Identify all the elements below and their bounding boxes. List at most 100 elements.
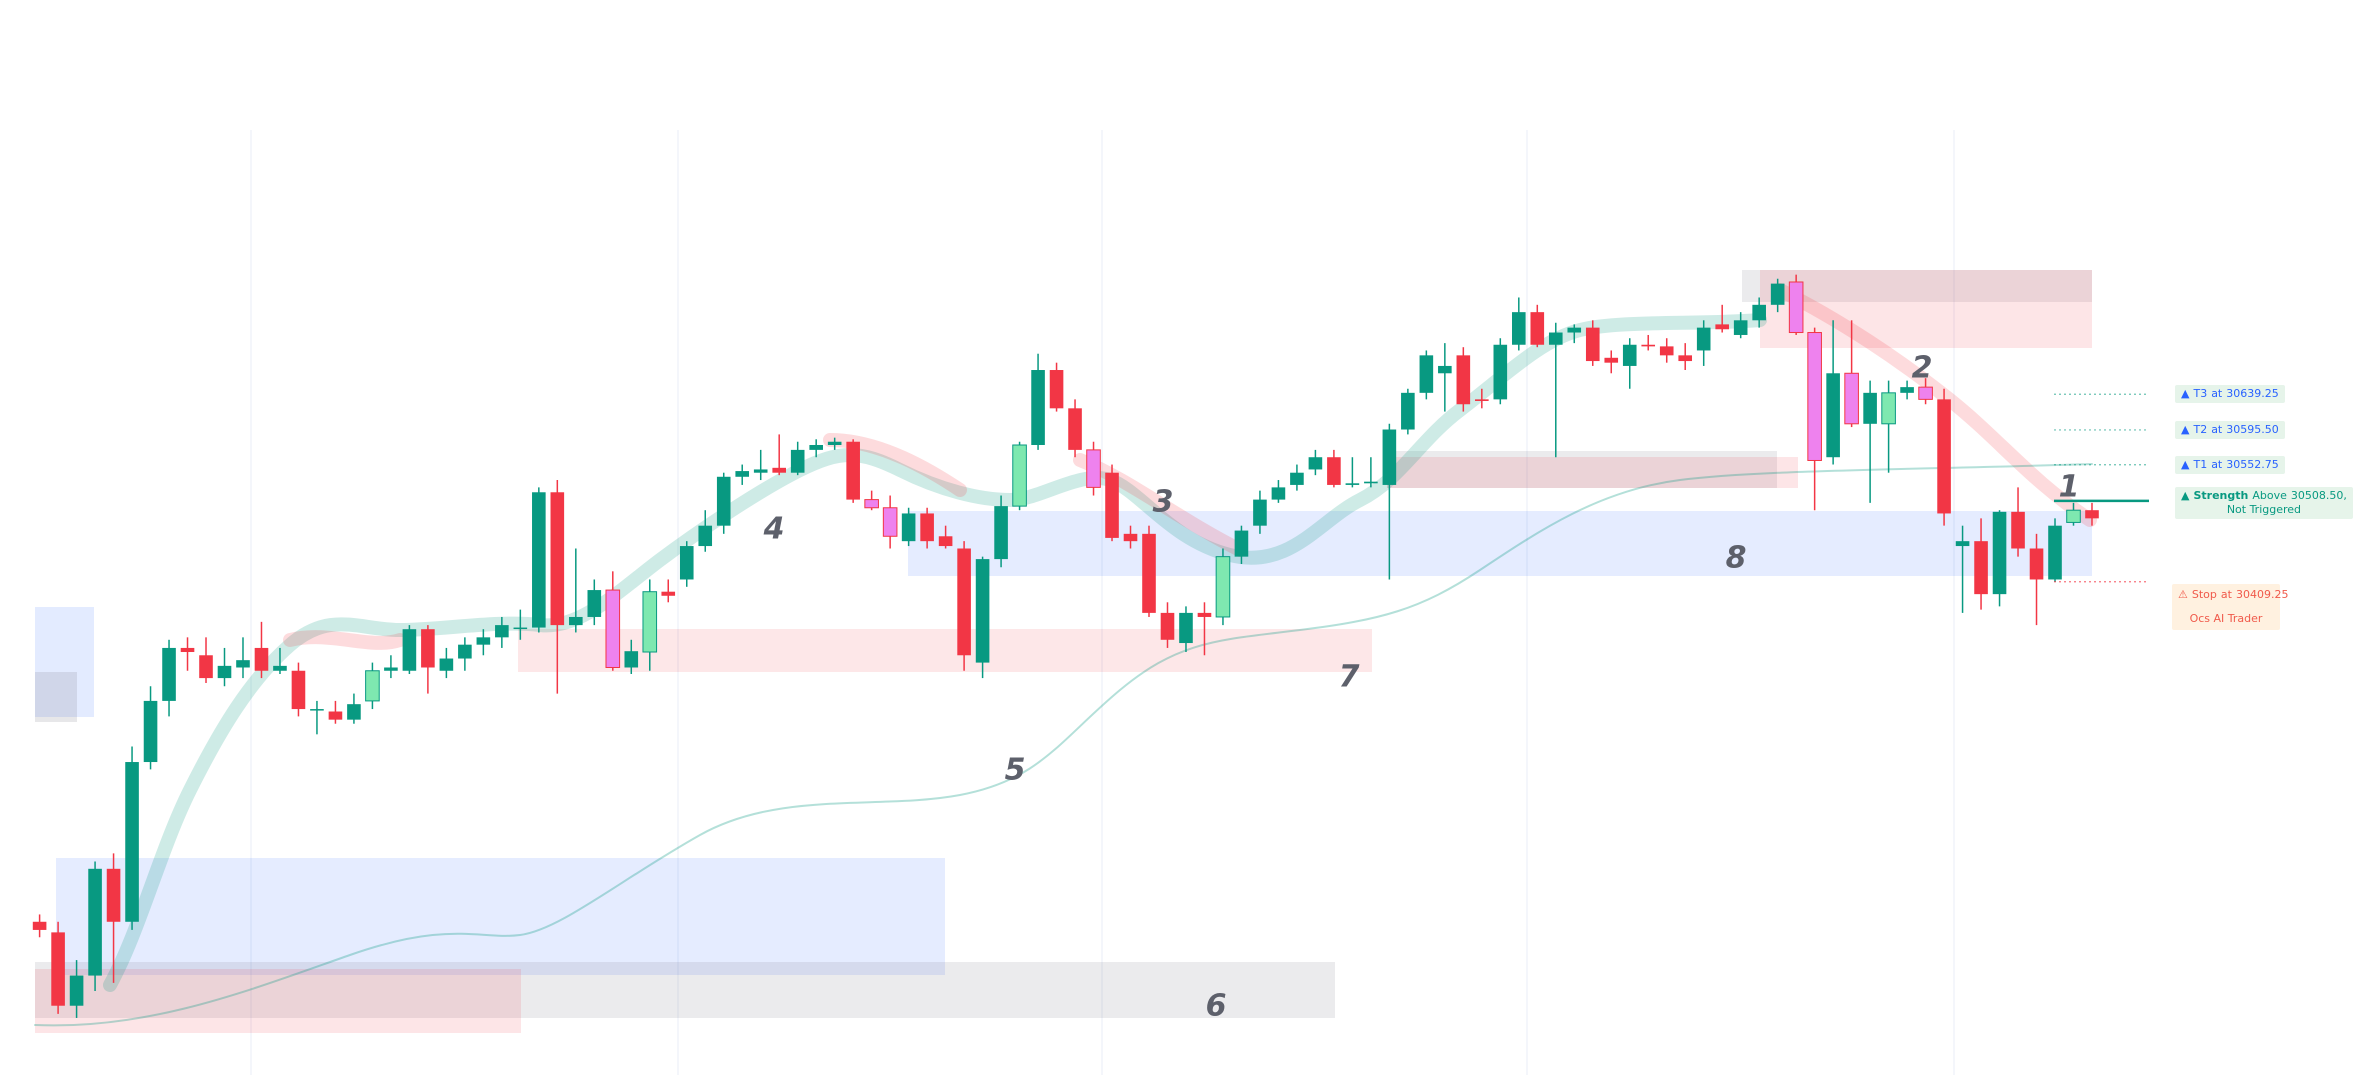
candle-body	[624, 651, 639, 668]
candle-body	[1770, 283, 1785, 305]
candle-body	[1253, 499, 1267, 526]
candle-body	[716, 476, 731, 526]
candle-body	[532, 492, 546, 628]
label-value: 30508.50	[2290, 488, 2344, 502]
candle-body	[1530, 312, 1545, 345]
candle-body	[975, 559, 990, 663]
candle-body	[402, 629, 417, 671]
candle-body	[495, 625, 509, 638]
candle-body	[1881, 392, 1896, 425]
candle-body	[1512, 312, 1526, 345]
candle-body	[1475, 399, 1489, 401]
candle-body	[846, 441, 860, 500]
annotation: 1	[2059, 470, 2080, 505]
label-name: T3	[2193, 387, 2208, 401]
candle-body	[421, 629, 435, 668]
candle-body	[291, 670, 306, 710]
candle-body	[2029, 548, 2044, 580]
candle-body	[605, 589, 621, 668]
candle-body	[143, 700, 158, 763]
annotation: 7	[1339, 660, 1360, 695]
candle-body	[587, 590, 602, 617]
label-name: Stop	[2191, 587, 2217, 601]
candle-body	[162, 647, 176, 701]
label-icon: ⚠	[2178, 587, 2188, 601]
candle-body	[550, 492, 565, 626]
candle-body	[698, 525, 713, 547]
candle-body	[1493, 344, 1508, 400]
candle-body	[2066, 509, 2081, 523]
candle-body	[2085, 510, 2099, 519]
zone	[518, 629, 1372, 672]
annotation: 5	[1005, 753, 1026, 788]
candle-body	[1123, 533, 1138, 542]
candle-body	[1345, 483, 1360, 485]
candle-body	[1641, 344, 1656, 347]
candle-body	[1234, 530, 1249, 557]
candle-body	[1622, 344, 1637, 366]
annotation: 6	[1206, 989, 1227, 1024]
candle-body	[476, 637, 491, 645]
candle-body	[1271, 487, 1286, 500]
brand-label: Ocs AI Trader	[2189, 611, 2263, 625]
strength-label: ▲ Strength Above 30508.50, Not Triggered	[2175, 486, 2353, 519]
candle-body	[2011, 511, 2025, 549]
candle-body	[957, 548, 971, 656]
label-icon: ▲	[2181, 387, 2190, 401]
candle-body	[1548, 332, 1563, 345]
zones	[35, 270, 2092, 1033]
annotation: 8	[1726, 541, 1747, 576]
candle-body	[1752, 304, 1766, 321]
candle-body	[1678, 355, 1693, 362]
trend-band-down	[283, 283, 2097, 650]
candle-body	[1788, 281, 1804, 334]
trend-line	[34, 463, 2093, 1027]
zone	[56, 858, 945, 975]
candle-body	[1974, 541, 1988, 595]
candle-body	[1308, 457, 1323, 470]
candle-body	[1807, 332, 1822, 461]
candle-body	[809, 444, 823, 450]
candle-body	[772, 467, 786, 473]
candle-body	[1031, 370, 1045, 445]
vertical-grid	[250, 130, 1955, 1075]
candle-body	[513, 627, 528, 630]
zone	[35, 672, 77, 722]
label-value-label: 30552.75	[2226, 457, 2279, 471]
label-note: Not Triggered	[2226, 502, 2302, 516]
candle-body	[1900, 387, 1914, 393]
candle-body	[1567, 327, 1582, 333]
candle-body	[328, 711, 343, 720]
candle-body	[125, 762, 139, 922]
label-icon: ▲	[2181, 488, 2190, 502]
zone	[908, 511, 2092, 576]
candle-body	[1992, 511, 2007, 595]
label-name: T1	[2193, 457, 2208, 471]
candle-body	[1086, 449, 1101, 488]
candle-body	[1401, 392, 1415, 430]
candle-body	[51, 932, 65, 1006]
candle-body	[920, 513, 934, 542]
candle-body	[69, 975, 84, 1006]
candle-body	[106, 868, 121, 922]
stop-label: ⚠ Stop at 30409.25 Ocs AI Trader	[2172, 583, 2288, 630]
label-value-label: 30595.50	[2226, 422, 2279, 436]
candle-body	[217, 665, 232, 679]
candle-body	[310, 709, 324, 711]
label-value-label: 30409.25	[2235, 587, 2289, 601]
label-icon: ▲	[2181, 422, 2190, 436]
label-prefix: at	[2211, 457, 2223, 471]
candle-body	[1160, 612, 1175, 640]
zone	[35, 962, 1335, 1018]
annotation: 2	[1912, 351, 1933, 386]
candle-body	[1826, 373, 1840, 458]
candle-body	[1659, 346, 1674, 356]
target-label: ▲ T2 at 30595.50	[2175, 420, 2285, 439]
candle-body	[1197, 612, 1212, 617]
levels	[2054, 393, 2149, 583]
candle-body	[1733, 320, 1748, 335]
candle-body	[88, 868, 102, 976]
candle-body	[236, 660, 250, 668]
zone	[35, 607, 94, 717]
